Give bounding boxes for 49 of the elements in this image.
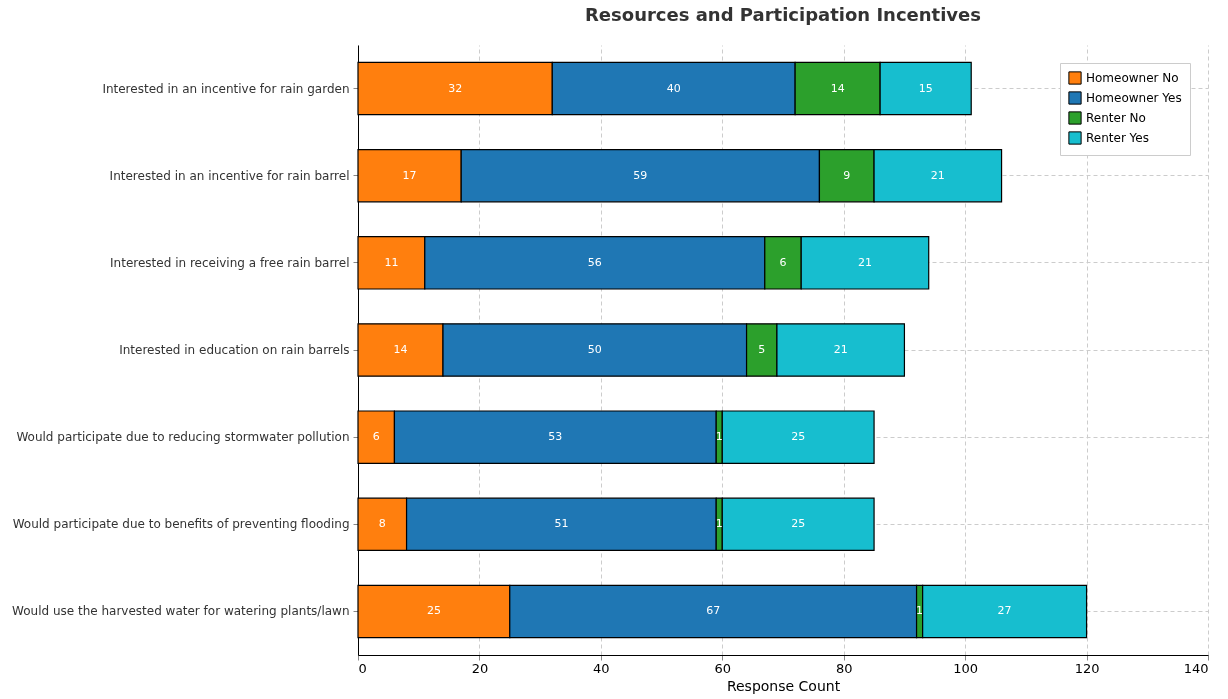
legend-label: Homeowner Yes [1086,91,1182,105]
data-label: 27 [997,604,1012,618]
legend-label: Renter No [1086,111,1146,125]
data-label: 59 [633,168,648,182]
data-label: 53 [548,430,563,444]
data-label: 25 [791,517,806,531]
y-tick-label: Interested in education on rain barrels [119,343,350,357]
data-label: 1 [715,517,723,531]
data-label: 8 [378,517,386,531]
data-label: 56 [587,255,602,269]
data-label: 1 [916,604,924,618]
data-label: 32 [448,81,463,95]
data-label: 17 [402,168,417,182]
x-tick-label: 60 [714,660,732,676]
data-label: 6 [779,255,787,269]
x-tick-label: 80 [835,660,853,676]
chart-title: Resources and Participation Incentives [584,4,982,25]
y-tick-label: Interested in an incentive for rain barrel [109,168,350,183]
data-label: 50 [587,343,602,356]
data-label: 14 [830,81,845,95]
legend-label: Renter Yes [1086,131,1149,145]
data-label: 5 [758,343,766,356]
y-tick-label: Interested in receiving a free rain barrel [110,255,350,270]
data-label: 6 [372,430,380,444]
data-label: 11 [384,255,399,269]
y-tick-label: Would participate due to reducing stormwater pollution [16,430,350,445]
x-tick-label: 40 [593,660,610,676]
data-label: 21 [857,255,872,269]
y-tick-label: Interested in an incentive for rain garden [102,81,350,96]
data-label: 25 [426,604,441,618]
data-label: 1 [715,430,723,444]
y-tick-label: Would use the harvested water for watering plants/lawn [12,604,350,619]
data-label: 67 [706,604,721,618]
data-label: 51 [554,517,569,531]
data-label: 21 [930,168,945,182]
data-label: 14 [393,343,408,356]
x-axis-title: Response Count [726,677,841,694]
legend-label: Homeowner No [1086,71,1179,85]
data-label: 9 [843,168,851,182]
data-label: 15 [918,81,933,95]
y-tick-label: Would participate due to benefits of preventing flooding [12,517,350,532]
x-tick-label: 0 [358,660,367,676]
data-label: 25 [791,430,806,444]
x-tick-label: 100 [953,660,979,676]
x-tick-label: 20 [471,660,489,676]
x-tick-label: 120 [1074,660,1100,676]
data-label: 21 [833,343,848,356]
data-label: 40 [666,81,681,95]
x-tick-label: 140 [1183,660,1209,676]
